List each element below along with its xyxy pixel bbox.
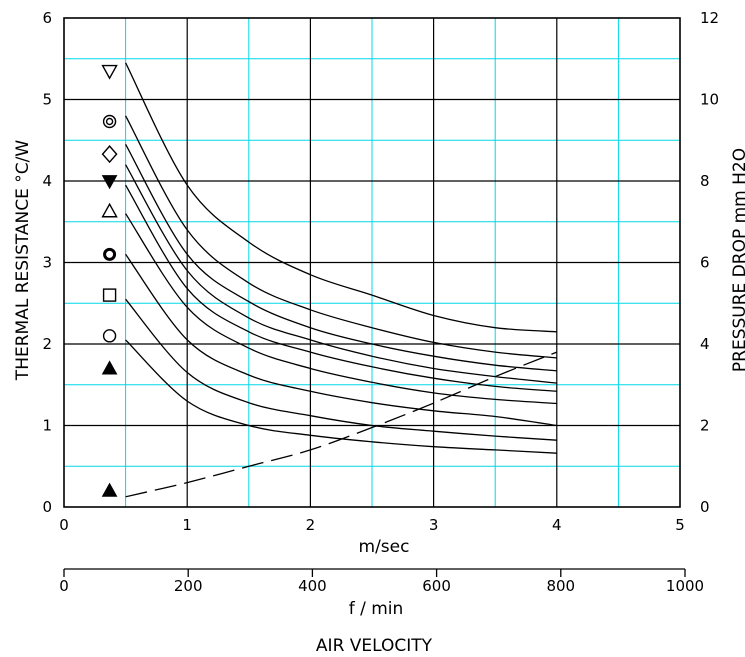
x2-tick-label: 200 — [174, 577, 203, 595]
y-tick-label: 2 — [42, 335, 52, 353]
x-tick-label: 3 — [429, 516, 439, 534]
y2-tick-label: 4 — [700, 335, 710, 353]
y-tick-label: 4 — [42, 172, 52, 190]
thermal-resistance-curves — [125, 62, 557, 454]
pressure-drop-curve — [125, 351, 558, 498]
y2-tick-label: 12 — [700, 9, 719, 27]
y2-axis-title: PRESSURE DROP mm H2O — [730, 148, 745, 372]
y-axis-title: THERMAL RESISTANCE °C/W — [13, 140, 33, 382]
pressure-drop-line — [125, 351, 558, 498]
y2-tick-label: 8 — [700, 172, 710, 190]
marker-up-triangle-filled — [101, 360, 118, 375]
y2-tick-label: 10 — [700, 91, 719, 109]
y-tick-label: 5 — [42, 91, 52, 109]
y-tick-label: 0 — [42, 498, 52, 516]
marker-down-triangle-open — [101, 64, 118, 80]
series-line-4 — [125, 164, 557, 384]
marker-circle-bold — [103, 247, 117, 261]
marker-double-circle-open-inner — [105, 117, 114, 126]
chart-caption: AIR VELOCITY — [316, 636, 433, 656]
x2-tick-label: 1000 — [666, 577, 704, 595]
marker-diamond-open — [101, 145, 118, 164]
y-tick-label: 1 — [42, 417, 52, 435]
series-line-7 — [125, 253, 557, 427]
x-tick-label: 1 — [182, 516, 192, 534]
x2-tick-label: 0 — [59, 577, 69, 595]
x-tick-label: 4 — [552, 516, 562, 534]
x2-tick-label: 800 — [546, 577, 575, 595]
series-line-9 — [125, 339, 557, 454]
plot-frame — [63, 17, 681, 508]
series-line-3 — [125, 143, 557, 372]
y2-tick-label: 6 — [700, 254, 710, 272]
series-line-2 — [125, 115, 557, 359]
series-line-1 — [125, 62, 557, 333]
marker-down-triangle-filled — [101, 175, 118, 190]
legend-markers — [101, 64, 118, 497]
grid — [64, 18, 680, 507]
y-tick-label: 6 — [42, 9, 52, 27]
y-tick-label: 3 — [42, 254, 52, 272]
x-tick-label: 2 — [306, 516, 316, 534]
marker-circle-open — [102, 329, 117, 343]
x2-tick-label: 600 — [422, 577, 451, 595]
x-axis-title: m/sec — [359, 537, 410, 557]
plot-border — [63, 17, 681, 508]
x2-tick-label: 400 — [298, 577, 327, 595]
marker-square-open — [102, 288, 117, 302]
series-line-6 — [125, 213, 557, 405]
marker-pressure-drop — [101, 482, 118, 497]
x-tick-label: 5 — [675, 516, 685, 534]
marker-double-circle-open — [102, 114, 117, 129]
x2-axis-title: f / min — [349, 599, 404, 619]
y2-tick-label: 2 — [700, 417, 710, 435]
x-tick-label: 0 — [59, 516, 69, 534]
series-line-5 — [125, 184, 557, 392]
series-line-8 — [125, 298, 557, 441]
y2-tick-label: 0 — [700, 498, 710, 516]
marker-up-triangle-open — [101, 202, 118, 218]
